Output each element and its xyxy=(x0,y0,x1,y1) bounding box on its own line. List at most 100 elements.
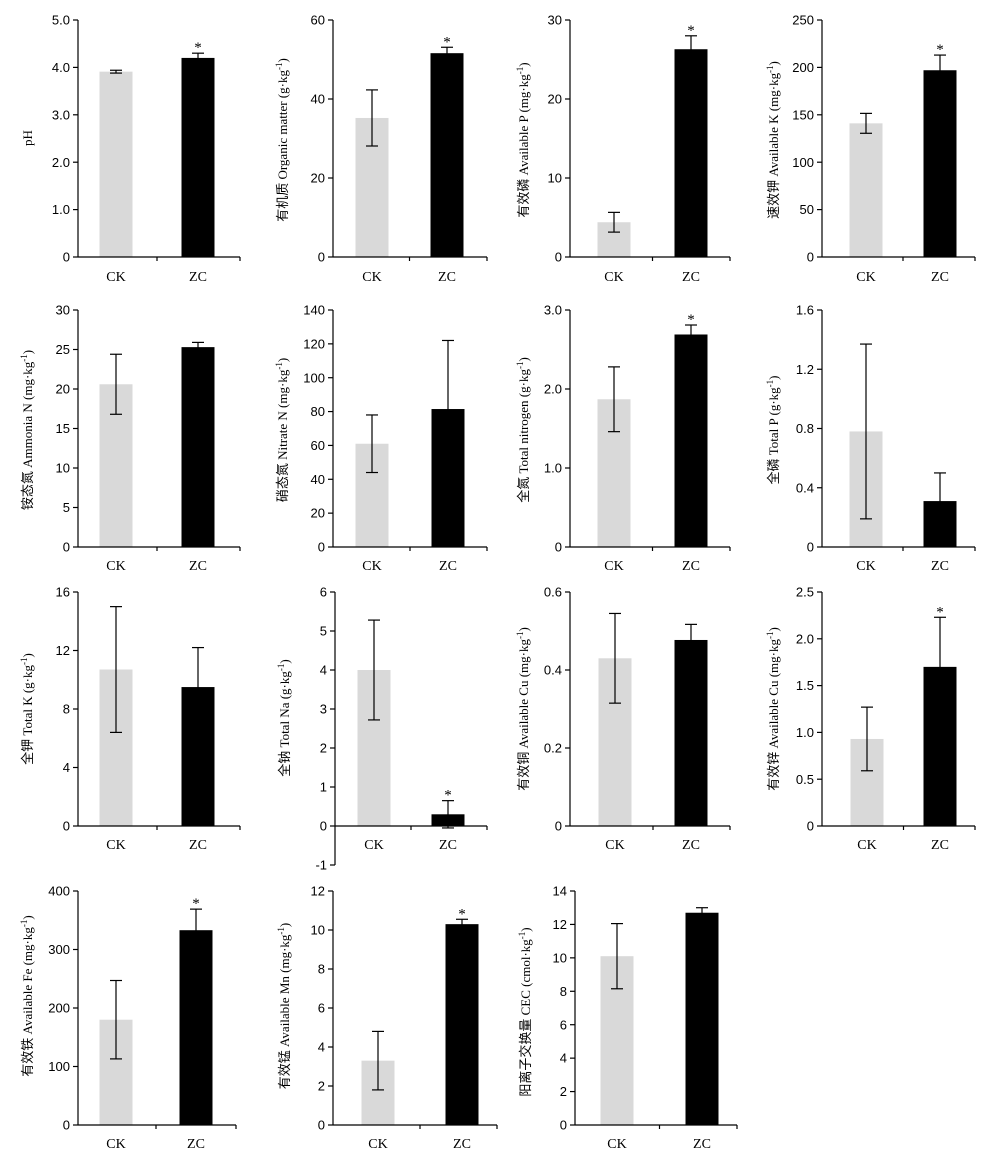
y-tick-label: 0 xyxy=(318,1118,325,1133)
y-tick-label: 0 xyxy=(555,819,562,834)
y-tick-label: 10 xyxy=(311,923,325,938)
y-tick-label: 2.0 xyxy=(52,155,70,170)
y-tick-label: 100 xyxy=(792,155,814,170)
y-axis-title-superscript: -1 xyxy=(515,67,525,75)
x-tick-label-zc: ZC xyxy=(682,838,700,853)
y-tick-label: 6 xyxy=(560,1017,567,1032)
bar-zc xyxy=(685,912,719,1125)
y-tick-label: 0 xyxy=(807,250,814,265)
error-bar-zc xyxy=(934,54,946,87)
y-axis-title: 全钠 Total Na (g·kg-1) xyxy=(276,659,292,776)
y-tick-label: 10 xyxy=(548,171,562,186)
panel-organic-matter: * 0 20 40 60 CK ZC 有机质 Organic matter (g·kg-1) xyxy=(274,13,488,285)
y-tick-label: 0 xyxy=(63,819,70,834)
y-axis-title: 速效钾 Available K (mg·kg-1) xyxy=(765,61,781,219)
error-bar-ck xyxy=(110,69,122,74)
x-tick-label-zc: ZC xyxy=(693,1137,711,1152)
x-tick-label-ck: CK xyxy=(368,1137,387,1152)
y-axis-title-superscript: -1 xyxy=(515,362,525,370)
y-tick-label: 100 xyxy=(48,1059,70,1074)
y-tick-label: 300 xyxy=(48,942,70,957)
error-bar-zc xyxy=(685,35,697,64)
bar-zc xyxy=(674,639,708,826)
y-tick-label: 0 xyxy=(63,1118,70,1133)
y-tick-label: 0 xyxy=(318,250,325,265)
y-tick-label: 3 xyxy=(320,702,327,717)
y-tick-label: 15 xyxy=(56,421,70,436)
y-axis-title-superscript: -1 xyxy=(274,362,284,370)
y-axis-title-suffix: ) xyxy=(518,927,533,931)
error-bar-zc xyxy=(192,52,204,64)
error-bar-ck xyxy=(611,922,623,990)
y-axis-title-superscript: -1 xyxy=(276,664,286,672)
y-tick-label: 30 xyxy=(56,303,70,318)
y-axis-title: pH xyxy=(20,130,35,146)
x-tick-label-zc: ZC xyxy=(438,270,456,285)
y-axis-title-text: 全钾 Total K (g·kg xyxy=(20,665,35,765)
significance-marker-zc: * xyxy=(458,906,466,922)
y-axis-title: 有效锰 Available Mn (mg·kg-1) xyxy=(276,923,292,1090)
y-tick-label: 2.0 xyxy=(544,382,562,397)
y-tick-label: 1.0 xyxy=(796,725,814,740)
y-tick-label: 60 xyxy=(311,438,325,453)
significance-marker-zc: * xyxy=(444,788,452,804)
error-bar-ck xyxy=(366,414,378,474)
y-axis-title-suffix: ) xyxy=(766,627,781,631)
error-bar-ck xyxy=(608,366,620,433)
y-axis-title: 阳离子交换量 CEC (cmol·kg-1) xyxy=(517,927,533,1096)
y-axis-title-text: 阳离子交换量 CEC (cmol·kg xyxy=(518,939,533,1097)
y-axis-title-text: 有效锰 Available Mn (mg·kg xyxy=(277,934,292,1089)
significance-marker-zc: * xyxy=(687,23,695,39)
y-axis-title: 全磷 Total P (g·kg-1) xyxy=(765,375,781,484)
y-tick-label: 20 xyxy=(548,92,562,107)
y-axis-title-superscript: -1 xyxy=(765,65,775,73)
y-axis-title-text: 有效铜 Available Cu (mg·kg xyxy=(516,639,531,791)
error-bar-ck xyxy=(110,606,122,734)
error-bar-zc xyxy=(442,800,454,829)
y-axis-title-superscript: -1 xyxy=(274,63,284,71)
y-axis-title-suffix: ) xyxy=(20,915,35,919)
error-bar-ck xyxy=(860,343,872,520)
y-axis-title-text: 铵态氮 Ammonia N (mg·kg xyxy=(20,361,35,510)
x-tick-label-ck: CK xyxy=(607,1137,626,1152)
bar-zc xyxy=(923,70,957,257)
y-tick-label: 4 xyxy=(560,1051,567,1066)
y-tick-label: 0 xyxy=(555,250,562,265)
x-tick-label-zc: ZC xyxy=(189,559,207,574)
y-tick-label: 0.4 xyxy=(796,480,814,495)
y-tick-label: 4 xyxy=(318,1040,325,1055)
y-tick-label: 100 xyxy=(303,370,325,385)
x-tick-label-ck: CK xyxy=(362,559,381,574)
panel-total-p: 0 0.4 0.8 1.2 1.6 CK ZC 全磷 Total P (g·kg-1) xyxy=(765,303,976,574)
x-tick-label-zc: ZC xyxy=(439,838,457,853)
panel-cec: 0 2 4 6 8 10 12 14 CK ZC 阳离子交换量 CEC (cmol·kg-1) xyxy=(517,884,738,1152)
bar-zc xyxy=(674,49,708,258)
y-axis-title-superscript: -1 xyxy=(19,658,29,666)
x-tick-label-zc: ZC xyxy=(439,559,457,574)
significance-marker-zc: * xyxy=(936,42,944,58)
y-axis-title: 有机质 Organic matter (g·kg-1) xyxy=(274,58,290,222)
y-tick-label: 20 xyxy=(311,171,325,186)
y-tick-label: 0.4 xyxy=(544,663,562,678)
y-tick-label: 4 xyxy=(63,760,70,775)
y-tick-label: 3.0 xyxy=(544,303,562,318)
y-tick-label: 2 xyxy=(560,1084,567,1099)
y-axis-title-text: 全钠 Total Na (g·kg xyxy=(277,671,292,777)
y-axis-title-suffix: ) xyxy=(516,627,531,631)
bar-ck xyxy=(99,71,133,257)
y-axis-title-superscript: -1 xyxy=(19,354,29,362)
y-axis-title: 硝态氮 Nitrate N (mg·kg-1) xyxy=(274,358,290,502)
y-tick-label: 10 xyxy=(553,950,567,965)
y-tick-label: 50 xyxy=(800,202,814,217)
y-tick-label: 8 xyxy=(318,962,325,977)
panel-available-fe: * 0 100 200 300 400 CK ZC 有效铁 Available Fe (mg·k… xyxy=(19,884,237,1152)
y-tick-label: 1.2 xyxy=(796,362,814,377)
error-bar-ck xyxy=(110,353,122,415)
error-bar-zc xyxy=(934,472,946,530)
panel-available-mn: * 0 2 4 6 8 10 12 CK ZC 有效锰 Available Mn (mg·kg-1) xyxy=(276,884,498,1152)
x-tick-label-zc: ZC xyxy=(931,559,949,574)
panel-total-k: 0 4 8 12 16 CK ZC 全钾 Total K (g·kg-1) xyxy=(19,585,241,853)
y-axis-title-text: 全氮 Total nitrogen (g·kg xyxy=(516,369,531,503)
